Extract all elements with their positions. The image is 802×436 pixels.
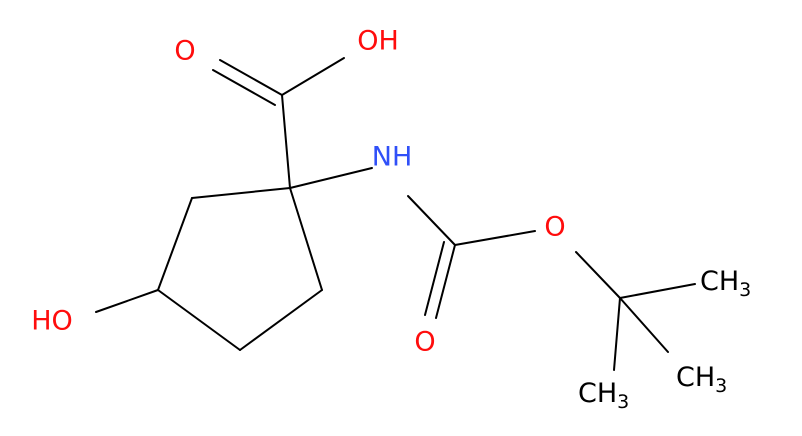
atom-label: O [544, 212, 565, 243]
atom-label: NH [372, 142, 413, 173]
bond [289, 187, 323, 291]
bond [289, 167, 373, 189]
bond [239, 289, 323, 351]
bond [424, 241, 445, 316]
atom-label: CH3 [700, 266, 751, 301]
bond [435, 244, 456, 319]
atom-label: OH [357, 26, 399, 57]
bond [619, 283, 696, 299]
bond [281, 57, 345, 96]
atom-subscript: 3 [715, 375, 727, 397]
atom-label: O [174, 36, 195, 67]
atom-symbol: CH [578, 378, 617, 409]
bond [219, 59, 283, 96]
atom-label: CH3 [676, 362, 727, 397]
atom-symbol: CH [700, 266, 739, 297]
bond [281, 94, 291, 189]
bond [407, 195, 456, 246]
bond [619, 297, 669, 353]
atom-label: HO [31, 306, 73, 337]
bond [613, 297, 621, 371]
bond [454, 230, 536, 246]
bond [157, 197, 193, 291]
atom-symbol: CH [676, 362, 715, 393]
bond [157, 289, 241, 351]
bond [95, 289, 159, 313]
bond [575, 251, 621, 299]
atom-subscript: 3 [617, 391, 629, 413]
bond [212, 69, 276, 106]
atom-label: CH3 [578, 378, 629, 413]
bonds [95, 57, 696, 371]
atom-subscript: 3 [739, 279, 751, 301]
bond [191, 187, 291, 199]
atom-label: O [414, 327, 435, 358]
